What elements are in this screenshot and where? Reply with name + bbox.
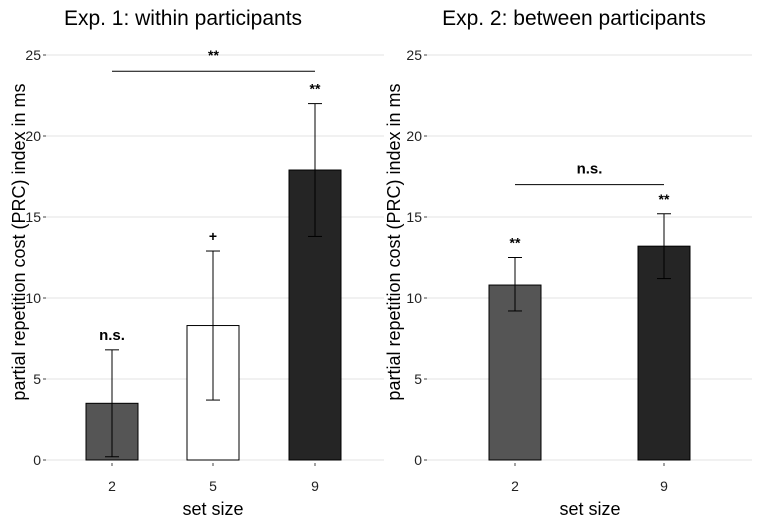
x-tick-label: 9 [311, 478, 319, 494]
y-tick-label: 15 [25, 209, 41, 225]
x-tick-label: 2 [108, 478, 116, 494]
significance-label: ** [310, 81, 321, 97]
panel-exp2: Exp. 2: between participants partial rep… [384, 7, 752, 519]
y-tick-label: 0 [33, 452, 41, 468]
bar [637, 245, 691, 461]
significance-label: ** [510, 235, 521, 251]
x-tick-label: 9 [660, 478, 668, 494]
y-tick-label: 0 [414, 452, 422, 468]
comparison-label: n.s. [577, 161, 603, 178]
y-tick-label: 15 [406, 209, 422, 225]
y-tick-label: 25 [25, 47, 41, 63]
panel-title: Exp. 1: within participants [64, 7, 302, 30]
x-tick-label: 5 [209, 478, 217, 494]
panel-exp1: Exp. 1: within participants partial repe… [9, 7, 384, 519]
y-tick-label: 10 [406, 290, 422, 306]
y-tick-label: 20 [25, 128, 41, 144]
significance-label: n.s. [99, 327, 125, 344]
panel-title: Exp. 2: between participants [442, 7, 706, 30]
x-axis-label: set size [559, 499, 620, 519]
comparison-label: ** [208, 47, 219, 63]
y-tick-label: 10 [25, 290, 41, 306]
x-tick-label: 2 [511, 478, 519, 494]
y-axis-label: partial repetition cost (PRC) index in m… [384, 83, 404, 400]
y-tick-label: 20 [406, 128, 422, 144]
x-axis-label: set size [182, 499, 243, 519]
significance-label: + [209, 228, 217, 244]
significance-label: ** [659, 191, 670, 207]
y-tick-label: 5 [414, 371, 422, 387]
y-tick-label: 25 [406, 47, 422, 63]
y-tick-label: 5 [33, 371, 41, 387]
bar [488, 284, 542, 461]
y-axis-label: partial repetition cost (PRC) index in m… [9, 83, 29, 400]
